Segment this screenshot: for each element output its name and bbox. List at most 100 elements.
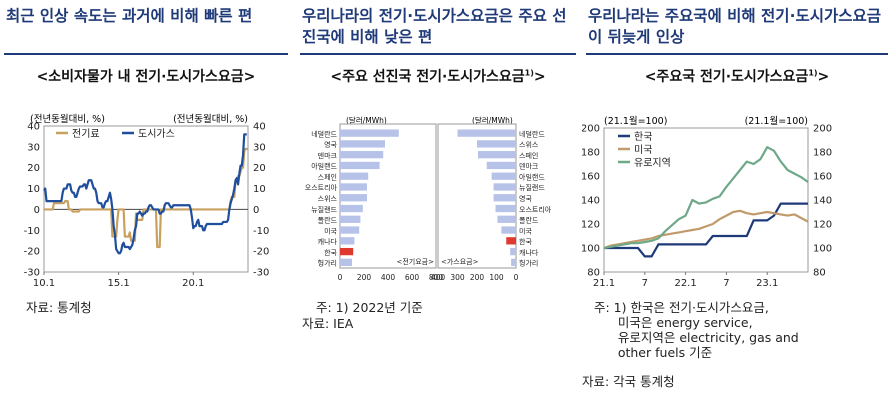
chart1-ytick-right: 0 [253,205,259,216]
chart2-right-bar [506,237,516,245]
chart1-ytick-right: -30 [253,268,269,279]
chart3-ytick-left: 200 [582,124,600,135]
chart1-ytick-left: 20 [27,163,40,174]
chart2-left-bar [340,194,367,202]
chart3-ytick-right: 100 [813,244,832,255]
chart2-right-bar [477,151,516,159]
chart-cpi-utility: (전년동월대비, %) (전년동월대비, %) -30 -30 -20 -20 -10 -… [24,113,270,289]
chart3-ytick-right: 200 [813,124,832,135]
chart3-xtick-label: 21.1 [593,278,615,289]
panel1-heading: 최근 인상 속도는 과거에 비해 빠른 편 [6,7,253,25]
chart2-right-category: 네덜란드 [519,129,545,138]
chart2-left-category: 폴란드 [318,217,338,225]
chart2-left-bar [340,204,363,213]
chart2-left-category: 덴마크 [318,151,338,160]
chart1-ytick-right: -10 [253,226,269,237]
panel3-note: 주: 1) 한국은 전기·도시가스요금, 미국은 energy service,… [594,300,799,360]
chart2-right-bar [493,194,516,202]
chart1-ytick-left: 30 [27,142,40,153]
chart2-left-xtick: 0 [338,273,343,282]
chart2-right-category: 스위스 [519,141,539,149]
chart2-right-bar [477,140,516,148]
chart2-right-bar [510,247,516,256]
panel-intl-index: 우리나라는 주요국에 비해 전기·도시가스요금이 뒤늦게 인상 <주요국 전기·… [582,0,892,401]
chart2-right-category: 아일랜드 [519,172,545,181]
panel3-subtitle: <주요국 전기·도시가스요금1)> [644,68,830,85]
chart2-left-xtick: 200 [357,273,372,282]
chart1-legend-label-0: 전기료 [72,128,100,140]
chart3-frame [603,127,809,273]
chart3-series-line-1 [603,209,809,250]
chart2-right-category: 헝가리 [519,259,538,268]
chart2-left-category: 한국 [324,249,337,257]
chart2-right-bar [511,258,516,266]
chart3-legend-label-2: 유로지역 [634,157,671,169]
chart3-xtick-label: 7 [642,278,648,289]
chart3-xtick-label: 22.1 [674,278,696,289]
chart2-left-bar [340,161,380,170]
panel2-subtitle: <주요 선진국 전기·도시가스요금1)> [330,68,546,85]
chart2-left-bar [340,183,367,191]
chart3-ytick-left: 120 [582,220,600,231]
chart1-ytick-right: 10 [253,184,266,195]
chart2-right-xtick: 400 [431,273,446,282]
chart1-ytick-right: 30 [253,142,266,153]
chart2-right-bar [497,215,516,223]
chart2-left-bar [340,172,369,180]
panel1-divider [4,53,288,55]
chart2-right-bar [495,204,516,213]
chart2-left-bar [340,247,354,256]
panel2-heading: 우리나라의 전기·도시가스요금은 주요 선진국에 비해 낮은 편 [302,7,567,46]
panel1-source: 자료: 통계청 [26,300,92,315]
chart2-left-category: 오스트리아 [305,183,338,192]
chart2-right-category: 덴마크 [519,162,539,171]
chart1-ytick-left: -20 [24,247,40,258]
chart3-series-line-2 [603,146,809,250]
chart3-legend-label-0: 한국 [634,131,652,143]
chart3-ytick-left: 100 [582,244,600,255]
chart2-right-category: 미국 [519,226,532,235]
chart3-ytick-right: 120 [813,220,832,231]
chart2-right-bar [491,172,516,180]
panel3-source: 자료: 각국 통계청 [582,374,675,389]
chart3-ytick-right: 180 [813,148,832,159]
chart3-ytick-right: 80 [813,268,826,279]
panel3-unit-left: (21.1월=100) [604,115,667,127]
chart2-left-category: 뉴질랜드 [311,205,337,214]
chart2-right-category: 한국 [519,238,532,246]
chart2-right-category: 뉴질랜드 [519,183,545,192]
chart-intl-index: (21.1월=100) (21.1월=100) 80 80 100 100 120 120… [582,115,832,289]
chart2-right-category: 영국 [519,194,532,203]
panel3-heading: 우리나라는 주요국에 비해 전기·도시가스요금이 뒤늦게 인상 [588,7,882,46]
chart3-ytick-left: 140 [582,196,600,207]
chart2-right-legend: <가스요금> [441,257,479,266]
chart3-xtick-label: 23.1 [756,278,778,289]
chart1-ytick-left: 40 [27,122,40,133]
chart2-left-bar [340,151,384,159]
chart2-left-category: 캐나다 [318,237,338,246]
chart2-left-bar [340,226,360,234]
chart3-series-line-0 [604,202,808,258]
chart2-left-bar [340,140,385,148]
panel2-unit-left: (달러/MWh) [346,116,387,125]
chart3-legend-label-1: 미국 [634,144,652,156]
panel-country-compare: 우리나라의 전기·도시가스요금은 주요 선진국에 비해 낮은 편 <주요 선진국… [296,0,580,401]
chart2-right-xtick: 300 [450,273,465,282]
chart1-ytick-left: 10 [27,184,40,195]
chart3-ytick-left: 80 [587,268,600,279]
chart1-frame [43,125,249,273]
chart2-left-bar [340,237,355,245]
panel2-unit-right: (달러/MWh) [472,116,513,125]
panel3-divider [586,53,888,55]
chart3-ytick-right: 140 [813,196,832,207]
chart2-right-xtick: 100 [489,273,504,282]
chart3-ytick-left: 180 [582,148,600,159]
chart2-left-bar [340,215,361,223]
chart2-left-category: 스위스 [318,195,338,203]
chart1-ytick-left: -30 [24,268,40,279]
chart2-right-xtick: 0 [514,273,519,282]
chart3-ytick-right: 160 [813,172,832,183]
panel1-unit-right: (전년동월대비, %) [173,113,248,125]
chart2-right-bar [501,226,516,234]
chart2-right-bar [493,183,516,191]
